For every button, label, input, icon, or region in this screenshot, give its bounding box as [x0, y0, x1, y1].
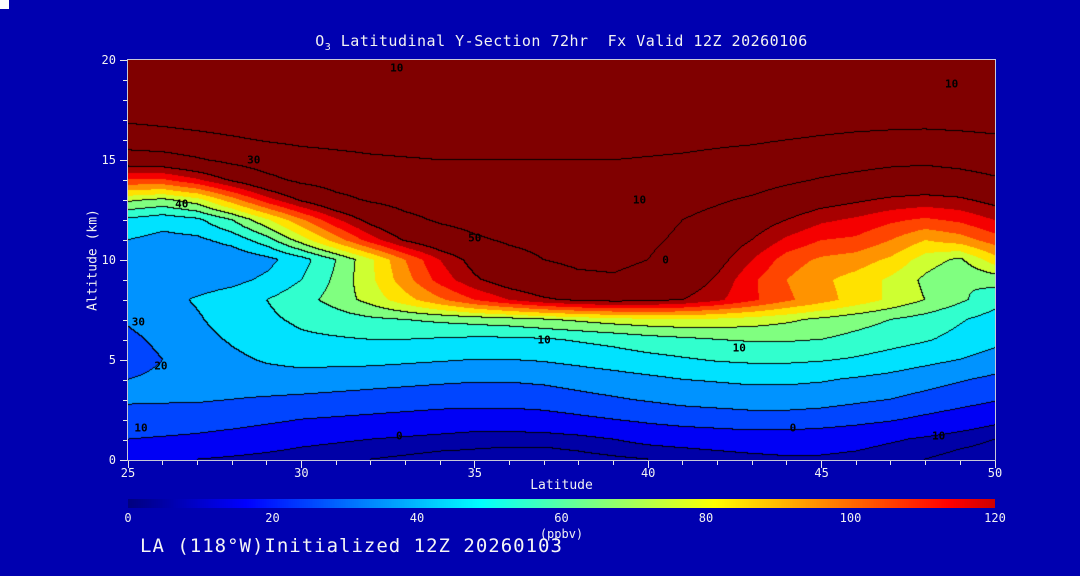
- x-tick: [370, 461, 372, 465]
- x-tick: [162, 461, 164, 465]
- y-tick: [120, 359, 127, 361]
- chart-title: O3 Latitudinal Y-Section 72hr Fx Valid 1…: [128, 32, 995, 53]
- x-tick: [994, 461, 996, 468]
- y-tick: [123, 339, 127, 341]
- colorbar-tick-label: 60: [554, 511, 569, 525]
- x-axis-ticks: [127, 461, 996, 469]
- x-tick: [196, 461, 198, 465]
- y-tick: [123, 139, 127, 141]
- y-tick: [120, 459, 127, 461]
- y-tick: [123, 379, 127, 381]
- x-tick: [335, 461, 337, 465]
- colorbar-tick-label: 40: [409, 511, 425, 525]
- y-tick-label: 20: [101, 53, 116, 67]
- x-tick: [647, 461, 649, 468]
- y-tick: [120, 59, 127, 61]
- y-tick: [120, 159, 127, 161]
- chart-title-text: Latitudinal Y-Section 72hr Fx Valid 12Z …: [331, 32, 808, 50]
- x-tick: [266, 461, 268, 465]
- y-tick: [123, 199, 127, 201]
- y-tick: [123, 279, 127, 281]
- y-tick-label: 5: [108, 353, 116, 367]
- cursor-artifact: [0, 0, 9, 9]
- x-tick: [300, 461, 302, 468]
- x-tick: [543, 461, 545, 465]
- colorbar-tick-label: 80: [698, 511, 714, 525]
- y-tick: [123, 399, 127, 401]
- y-tick: [123, 239, 127, 241]
- x-tick: [231, 461, 233, 465]
- y-tick: [123, 119, 127, 121]
- x-tick: [127, 461, 129, 468]
- x-tick-label: 35: [467, 466, 483, 480]
- x-tick-label: 50: [987, 466, 1003, 480]
- y-axis-ticks: [119, 59, 127, 461]
- colorbar-tick-label: 120: [984, 511, 1006, 525]
- x-tick: [890, 461, 892, 465]
- x-tick: [439, 461, 441, 465]
- chart-title-element: O: [315, 32, 325, 50]
- x-tick-label: 25: [120, 466, 136, 480]
- x-tick: [855, 461, 857, 465]
- y-tick: [123, 179, 127, 181]
- y-tick: [123, 419, 127, 421]
- colorbar-tick-label: 0: [124, 511, 132, 525]
- y-tick: [123, 219, 127, 221]
- x-tick: [682, 461, 684, 465]
- y-tick: [123, 319, 127, 321]
- x-tick: [474, 461, 476, 468]
- x-tick: [717, 461, 719, 465]
- x-tick: [578, 461, 580, 465]
- x-axis-label: Latitude: [530, 478, 593, 493]
- y-tick-label: 0: [108, 453, 116, 467]
- x-axis-tick-labels: 25 30 35 40 45 50: [121, 466, 1002, 482]
- colorbar-tick-label: 20: [265, 511, 280, 525]
- init-info-text: LA (118°W)Initialized 12Z 20260103: [140, 535, 563, 557]
- filled-contour-plot: [127, 59, 996, 461]
- colorbar: [128, 499, 995, 508]
- x-tick: [613, 461, 615, 465]
- y-tick: [123, 439, 127, 441]
- colorbar-tick-label: 100: [839, 511, 862, 525]
- x-tick: [751, 461, 753, 465]
- y-tick: [123, 79, 127, 81]
- y-tick: [123, 299, 127, 301]
- chart-title-subscript: 3: [324, 42, 332, 53]
- x-tick: [925, 461, 927, 465]
- y-axis-tick-labels: 0 5 10 15 20: [84, 53, 118, 467]
- colorbar-unit-label: (ppbv): [539, 527, 584, 541]
- x-tick: [959, 461, 961, 465]
- x-tick: [404, 461, 406, 465]
- x-tick: [508, 461, 510, 465]
- y-tick-label: 10: [101, 253, 116, 267]
- x-tick-label: 40: [640, 466, 656, 480]
- y-tick-label: 15: [101, 153, 116, 167]
- x-tick: [786, 461, 788, 465]
- y-tick: [123, 99, 127, 101]
- x-tick-label: 30: [294, 466, 309, 480]
- colorbar-tick-labels: 0 20 40 60 80 100 120: [124, 511, 1005, 527]
- x-tick-label: 45: [814, 466, 829, 480]
- x-tick: [821, 461, 823, 468]
- y-tick: [120, 259, 127, 261]
